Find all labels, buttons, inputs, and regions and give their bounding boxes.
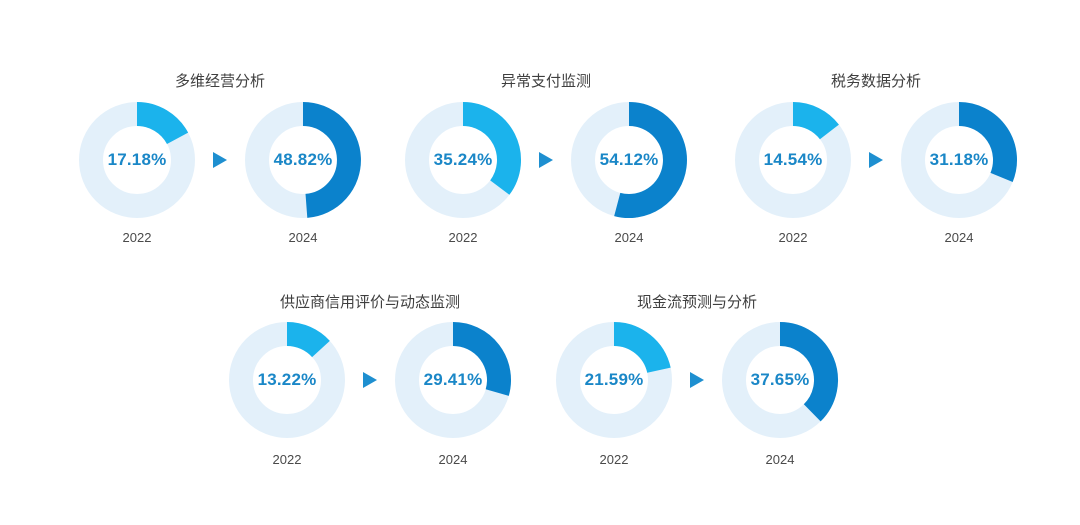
percentage-label: 54.12% (599, 150, 659, 169)
percentage-label: 37.65% (750, 370, 810, 389)
donut-value-arc (792, 102, 839, 140)
group-title: 供应商信用评价与动态监测 (279, 293, 461, 311)
year-label: 2024 (765, 452, 795, 467)
group-title: 税务数据分析 (830, 72, 922, 90)
arrow-right-icon (869, 152, 883, 168)
percentage-label: 48.82% (273, 150, 333, 169)
arrow-right-icon (363, 372, 377, 388)
percentage-label: 14.54% (763, 150, 823, 169)
donut-chart (571, 102, 687, 218)
donut-chart (229, 322, 345, 438)
year-label: 2022 (272, 452, 302, 467)
percentage-label: 13.22% (257, 370, 317, 389)
percentage-label: 31.18% (929, 150, 989, 169)
donut-chart (245, 102, 361, 218)
year-label: 2022 (599, 452, 629, 467)
donut-chart (395, 322, 511, 438)
group-title: 现金流预测与分析 (636, 293, 758, 311)
year-label: 2022 (448, 230, 478, 245)
year-label: 2024 (288, 230, 318, 245)
donut-value-arc (958, 102, 1017, 182)
percentage-label: 21.59% (584, 370, 644, 389)
donut-chart (79, 102, 195, 218)
year-label: 2024 (438, 452, 468, 467)
donut-chart (556, 322, 672, 438)
donut-value-arc (613, 322, 671, 374)
donut-chart (722, 322, 838, 438)
arrow-right-icon (690, 372, 704, 388)
donut-value-arc (452, 322, 511, 396)
donut-value-arc (302, 102, 361, 218)
donut-chart (405, 102, 521, 218)
donut-value-arc (779, 322, 838, 422)
group-title: 异常支付监测 (500, 72, 592, 90)
donut-value-arc (286, 322, 330, 358)
percentage-label: 29.41% (423, 370, 483, 389)
donut-chart (735, 102, 851, 218)
year-label: 2024 (614, 230, 644, 245)
arrow-right-icon (539, 152, 553, 168)
percentage-label: 17.18% (107, 150, 167, 169)
donut-value-arc (136, 102, 189, 145)
donut-value-arc (462, 102, 521, 195)
year-label: 2024 (944, 230, 974, 245)
donut-chart (901, 102, 1017, 218)
arrow-right-icon (213, 152, 227, 168)
group-title: 多维经营分析 (174, 72, 266, 90)
donut-value-arc (614, 102, 687, 218)
year-label: 2022 (122, 230, 152, 245)
percentage-label: 35.24% (433, 150, 493, 169)
year-label: 2022 (778, 230, 808, 245)
